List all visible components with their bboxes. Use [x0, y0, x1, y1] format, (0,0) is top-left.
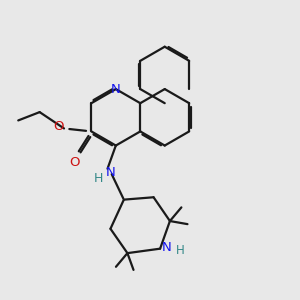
- Text: N: N: [106, 167, 116, 179]
- Text: H: H: [176, 244, 185, 257]
- Text: N: N: [111, 82, 121, 96]
- Text: O: O: [53, 120, 64, 133]
- Text: N: N: [162, 241, 172, 254]
- Text: H: H: [93, 172, 103, 185]
- Text: O: O: [69, 156, 80, 169]
